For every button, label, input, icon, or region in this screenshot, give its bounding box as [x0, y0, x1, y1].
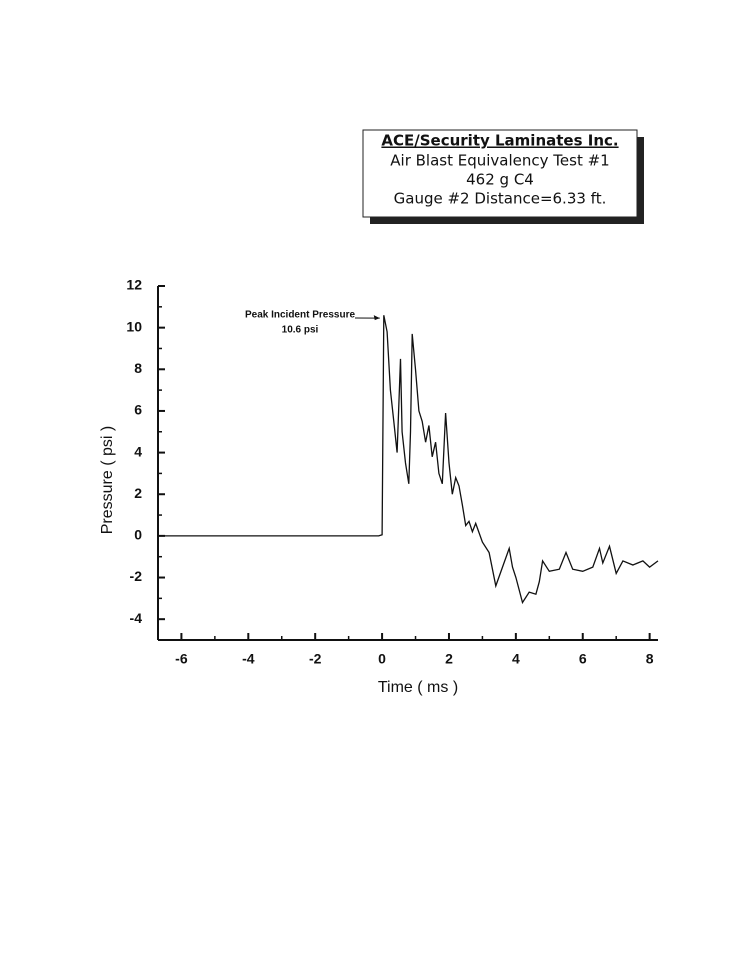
subtitle: Gauge #2 Distance=6.33 ft. — [394, 190, 607, 208]
annotation: 10.6 psi — [282, 325, 319, 336]
y-tick-label: 6 — [134, 402, 142, 418]
subtitle: Air Blast Equivalency Test #1 — [390, 152, 609, 170]
x-tick-label: 0 — [378, 651, 386, 667]
chart-title: ACE/Security Laminates Inc. — [381, 132, 618, 150]
y-tick-label: 12 — [126, 277, 142, 293]
subtitle: 462 g C4 — [466, 171, 534, 189]
x-tick-label: -4 — [242, 651, 255, 667]
annotation: Peak Incident Pressure — [245, 310, 355, 321]
y-tick-label: 8 — [134, 360, 142, 376]
x-tick-label: -2 — [309, 651, 322, 667]
arrow-head — [373, 315, 380, 321]
y-axis-label: Pressure ( psi ) — [99, 426, 116, 534]
data-line — [158, 315, 659, 605]
y-tick-label: 2 — [134, 485, 142, 501]
x-tick-label: 2 — [445, 651, 453, 667]
x-tick-label: 4 — [512, 651, 520, 667]
y-tick-label: 4 — [134, 443, 142, 459]
y-tick-label: -4 — [130, 610, 143, 626]
x-tick-label: 8 — [646, 651, 654, 667]
y-tick-label: 10 — [126, 318, 142, 334]
x-axis-label: Time ( ms ) — [378, 679, 458, 696]
y-tick-label: 0 — [134, 527, 142, 543]
y-tick-label: -2 — [130, 568, 143, 584]
x-tick-label: -6 — [175, 651, 188, 667]
title-box — [362, 129, 638, 218]
x-tick-label: 6 — [579, 651, 587, 667]
